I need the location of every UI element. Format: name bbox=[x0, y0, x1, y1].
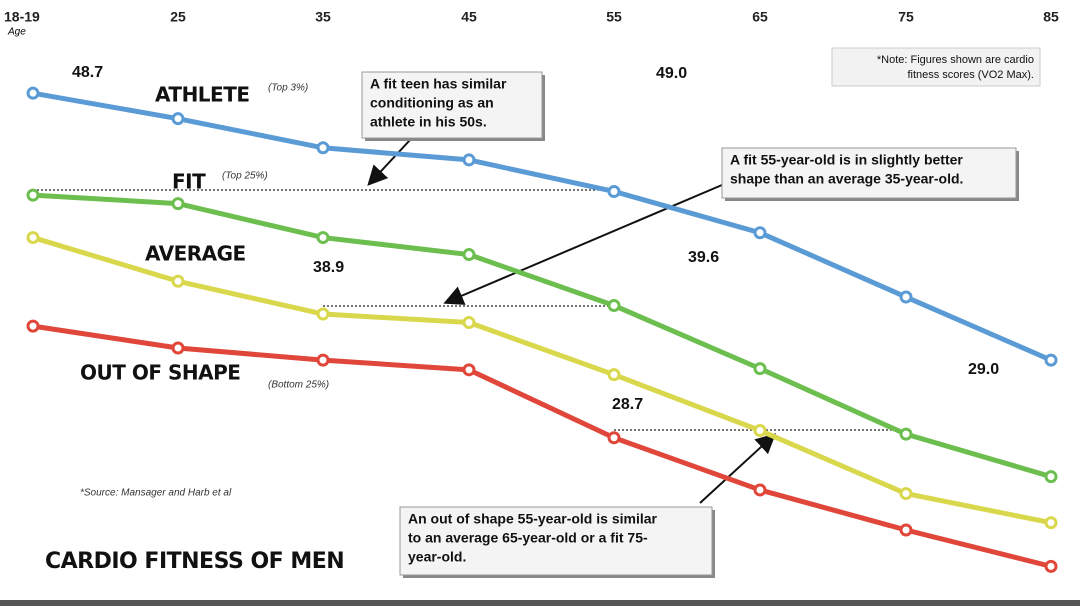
callout-text: shape than an average 35-year-old. bbox=[730, 171, 963, 187]
data-point bbox=[26, 319, 40, 333]
value-label: 29.0 bbox=[968, 361, 999, 378]
note-text: fitness scores (VO2 Max). bbox=[907, 69, 1034, 81]
data-point bbox=[316, 307, 330, 321]
series-line bbox=[32, 235, 1052, 526]
series-line bbox=[32, 90, 1052, 363]
data-point bbox=[753, 483, 767, 497]
value-label: 38.9 bbox=[313, 259, 344, 276]
data-point bbox=[462, 363, 476, 377]
data-point bbox=[171, 274, 185, 288]
data-point bbox=[171, 112, 185, 126]
data-point bbox=[899, 523, 913, 537]
data-point bbox=[899, 290, 913, 304]
callout-box bbox=[399, 506, 713, 576]
data-point bbox=[171, 341, 185, 355]
data-point bbox=[1044, 470, 1058, 484]
data-point bbox=[1044, 559, 1058, 573]
data-point bbox=[899, 427, 913, 441]
callout-text: athlete in his 50s. bbox=[370, 114, 487, 130]
data-point bbox=[316, 353, 330, 367]
callout-text: conditioning as an bbox=[370, 95, 494, 111]
note-text: *Note: Figures shown are cardio bbox=[877, 54, 1034, 66]
legend-tag: (Top 25%) bbox=[222, 171, 268, 182]
arrow bbox=[367, 139, 411, 186]
callout-box bbox=[721, 147, 1017, 199]
data-point bbox=[462, 153, 476, 167]
legend-tag: (Bottom 25%) bbox=[268, 380, 329, 391]
data-point bbox=[753, 362, 767, 376]
value-label: 28.7 bbox=[612, 396, 643, 413]
x-tick-label: 85 bbox=[1043, 9, 1059, 25]
data-point bbox=[607, 299, 621, 313]
data-point bbox=[26, 231, 40, 245]
x-tick-label: 25 bbox=[170, 9, 186, 25]
data-point bbox=[753, 226, 767, 240]
data-point bbox=[316, 141, 330, 155]
callout-text: to an average 65-year-old or a fit 75- bbox=[408, 530, 648, 546]
data-point bbox=[171, 197, 185, 211]
data-point bbox=[316, 231, 330, 245]
note-box bbox=[831, 47, 1041, 87]
arrow bbox=[699, 433, 776, 504]
legend-tag: (Top 3%) bbox=[268, 83, 308, 94]
x-axis-label: Age bbox=[7, 27, 26, 38]
data-point bbox=[607, 184, 621, 198]
x-tick-label: 45 bbox=[461, 9, 477, 25]
data-point bbox=[1044, 516, 1058, 530]
value-label: 49.0 bbox=[656, 65, 687, 82]
callout-box bbox=[361, 71, 543, 139]
arrow bbox=[443, 184, 723, 305]
comparison-guides bbox=[33, 139, 906, 504]
value-label: 39.6 bbox=[688, 249, 719, 266]
frame-edge bbox=[0, 600, 1080, 606]
callout-text: A fit teen has similar bbox=[370, 76, 507, 92]
data-point bbox=[462, 316, 476, 330]
x-tick-label: 65 bbox=[752, 9, 768, 25]
x-tick-label: 75 bbox=[898, 9, 914, 25]
chart-title: CARDIO FITNESS OF MEN bbox=[45, 549, 344, 574]
legend-label: AVERAGE bbox=[145, 242, 246, 266]
legend-label: ATHLETE bbox=[155, 83, 250, 107]
data-point bbox=[607, 431, 621, 445]
data-point bbox=[26, 86, 40, 100]
data-point bbox=[26, 188, 40, 202]
series-line bbox=[32, 323, 1052, 569]
x-tick-label: 55 bbox=[606, 9, 622, 25]
series-line bbox=[32, 192, 1052, 479]
data-point bbox=[1044, 353, 1058, 367]
data-point bbox=[607, 368, 621, 382]
callout-text: A fit 55-year-old is in slightly better bbox=[730, 152, 963, 168]
data-point bbox=[753, 423, 767, 437]
x-tick-label: 35 bbox=[315, 9, 331, 25]
legend-label: FIT bbox=[172, 170, 206, 194]
x-tick-label: 18-19 bbox=[4, 9, 40, 25]
data-point bbox=[462, 248, 476, 262]
data-point bbox=[899, 487, 913, 501]
callout-text: An out of shape 55-year-old is similar bbox=[408, 511, 658, 527]
source: *Source: Mansager and Harb et al bbox=[80, 488, 232, 499]
legend-label: OUT OF SHAPE bbox=[80, 361, 240, 385]
value-label: 48.7 bbox=[72, 64, 103, 81]
callout-text: year-old. bbox=[408, 549, 466, 565]
